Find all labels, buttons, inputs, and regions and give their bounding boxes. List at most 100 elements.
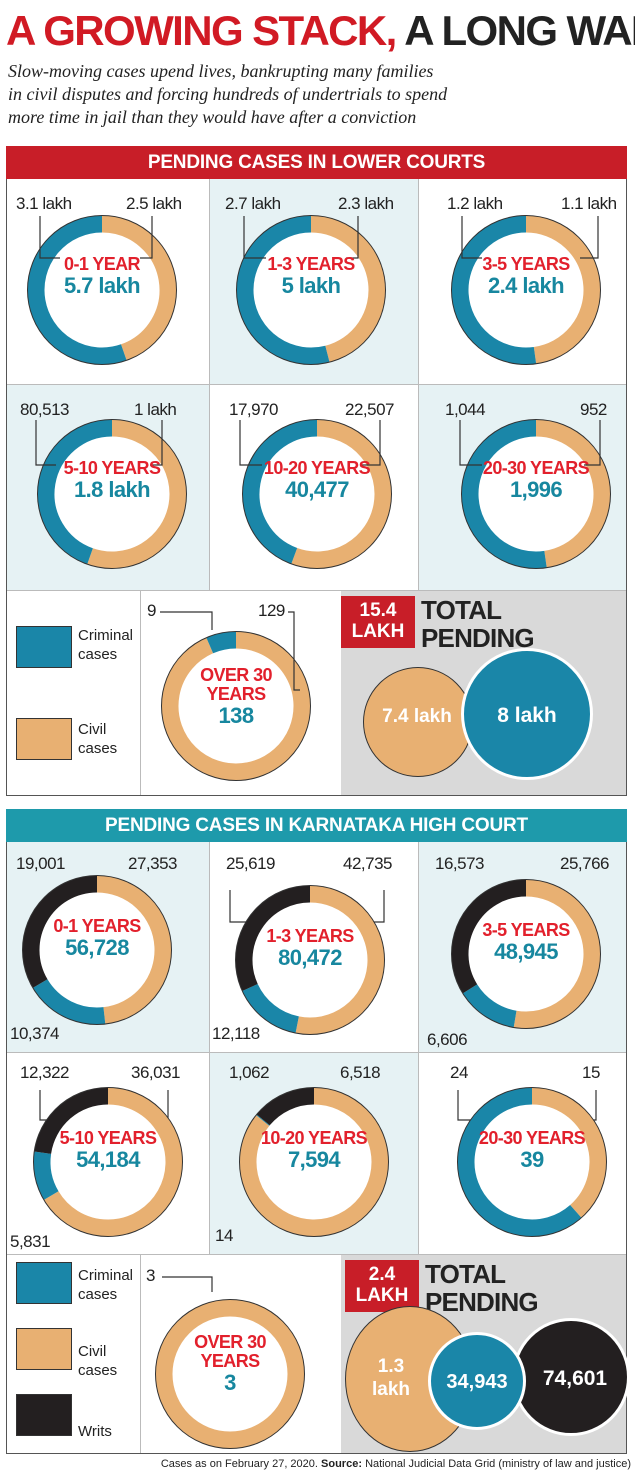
civil-value: 36,031 bbox=[131, 1063, 181, 1082]
donut-background bbox=[242, 419, 392, 569]
donut-lower-20-30 bbox=[461, 419, 611, 569]
donut-background bbox=[451, 215, 601, 365]
total-title: TOTAL PENDING bbox=[421, 595, 535, 653]
donut-outline bbox=[37, 419, 187, 569]
donut-outline bbox=[22, 875, 172, 1025]
donut-outline bbox=[27, 215, 177, 365]
civil-value: 15 bbox=[582, 1063, 600, 1082]
headline-part1: A GROWING STACK, bbox=[6, 7, 397, 54]
period-label: 10-20 YEARS bbox=[263, 458, 371, 478]
criminal-segment bbox=[462, 984, 517, 1028]
total-value: 7,594 bbox=[287, 1147, 341, 1172]
criminal-bubble-label: 34,943 bbox=[446, 1371, 508, 1393]
writs-segment bbox=[256, 1087, 315, 1126]
criminal-value: 1.2 lakh bbox=[447, 194, 503, 213]
writs-value: 12,322 bbox=[20, 1063, 70, 1082]
total-value: 54,184 bbox=[76, 1147, 140, 1172]
civil-value: 2.3 lakh bbox=[338, 194, 394, 213]
total-value: 1,996 bbox=[509, 477, 563, 502]
civil-value: 952 bbox=[580, 400, 607, 419]
donut-background bbox=[235, 885, 385, 1035]
period-label: 1-3 YEARS bbox=[267, 254, 355, 274]
period-label: 5-10 YEARS bbox=[63, 458, 161, 478]
subtitle-line: more time in jail than they would have a… bbox=[8, 107, 417, 127]
grid-line bbox=[140, 590, 141, 795]
period-label: 1-3 YEARS bbox=[266, 926, 354, 946]
donut-center-label: 20-30 YEARS 1,996 bbox=[476, 459, 596, 502]
criminal-value: 24 bbox=[450, 1063, 468, 1082]
civil-segment bbox=[43, 1087, 183, 1237]
donut-background bbox=[155, 1299, 305, 1449]
donut-background bbox=[239, 1087, 389, 1237]
legend-criminal-label: Criminal cases bbox=[78, 627, 134, 663]
legend-writs-swatch bbox=[16, 1394, 72, 1436]
donut-outline bbox=[461, 419, 611, 569]
subtitle-line: in civil disputes and forcing hundreds o… bbox=[8, 84, 448, 104]
donut-center-label: 0-1 YEAR 5.7 lakh bbox=[42, 255, 162, 298]
writs-value: 19,001 bbox=[16, 854, 66, 873]
civil-bubble bbox=[345, 1306, 475, 1452]
grid-line bbox=[209, 842, 210, 1254]
lower-courts-bar: PENDING CASES IN LOWER COURTS bbox=[6, 146, 627, 179]
criminal-value: 1,044 bbox=[445, 400, 486, 419]
donut-background bbox=[33, 1087, 183, 1237]
grid-line bbox=[7, 384, 626, 385]
civil-value: 1.1 lakh bbox=[561, 194, 617, 213]
legend-criminal-label: Criminal cases bbox=[78, 1267, 134, 1303]
grid-line bbox=[140, 1254, 141, 1453]
total-badge: 2.4 LAKH bbox=[345, 1260, 419, 1312]
criminal-value: 80,513 bbox=[20, 400, 70, 419]
criminal-segment bbox=[236, 215, 330, 365]
writs-bubble bbox=[512, 1318, 630, 1436]
donut-background bbox=[22, 875, 172, 1025]
period-label: 20-30 YEARS bbox=[478, 1128, 586, 1148]
donut-center-label: 5-10 YEARS 54,184 bbox=[48, 1129, 168, 1172]
criminal-value: 2.7 lakh bbox=[225, 194, 281, 213]
subtitle: Slow-moving cases upend lives, bankrupti… bbox=[8, 60, 608, 129]
total-value: 48,945 bbox=[494, 939, 558, 964]
grid-line bbox=[7, 590, 626, 591]
donut-center-label: 10-20 YEARS 40,477 bbox=[257, 459, 377, 502]
civil-segment bbox=[535, 419, 611, 568]
donut-lower-10-20 bbox=[242, 419, 392, 569]
total-value: 1.8 lakh bbox=[74, 477, 151, 502]
period-label: 5-10 YEARS bbox=[59, 1128, 157, 1148]
writs-value: 1,062 bbox=[229, 1063, 270, 1082]
civil-segment bbox=[101, 215, 177, 361]
writs-value: 25,619 bbox=[226, 854, 276, 873]
headline-part2: A LONG WAIT bbox=[404, 7, 635, 54]
writs-segment bbox=[34, 1087, 109, 1155]
donut-high-5-10 bbox=[33, 1087, 183, 1237]
period-label: 0-1 YEARS bbox=[53, 916, 141, 936]
criminal-segment bbox=[242, 419, 318, 564]
donut-high-3-5 bbox=[451, 879, 601, 1029]
total-value: 5 lakh bbox=[281, 273, 341, 298]
donut-center-label: 3-5 YEARS 48,945 bbox=[466, 921, 586, 964]
total-title: TOTAL PENDING bbox=[425, 1259, 539, 1317]
criminal-value: 9 bbox=[147, 601, 156, 620]
total-value: 80,472 bbox=[278, 945, 342, 970]
donut-high-10-20 bbox=[239, 1087, 389, 1237]
civil-segment bbox=[155, 1299, 305, 1449]
criminal-segment bbox=[37, 419, 113, 565]
criminal-value: 17,970 bbox=[229, 400, 279, 419]
total-badge: 15.4 LAKH bbox=[341, 596, 415, 648]
civil-value: 129 bbox=[258, 601, 285, 620]
civil-segment bbox=[96, 875, 172, 1025]
legend-writs-label: Writs bbox=[78, 1423, 112, 1440]
criminal-segment bbox=[457, 1087, 582, 1237]
criminal-value: 12,118 bbox=[212, 1024, 260, 1043]
civil-value: 3 bbox=[146, 1266, 155, 1285]
period-label: 0-1 YEAR bbox=[64, 254, 141, 274]
subtitle-line: Slow-moving cases upend lives, bankrupti… bbox=[8, 61, 434, 81]
writs-bubble-label: 74,601 bbox=[542, 1367, 608, 1390]
donut-center-label: 10-20 YEARS 7,594 bbox=[254, 1129, 374, 1172]
writs-segment bbox=[451, 879, 527, 994]
legend-civil-label: Civil cases bbox=[78, 721, 118, 757]
total-value: 40,477 bbox=[285, 477, 349, 502]
donut-background bbox=[457, 1087, 607, 1237]
legend-criminal-swatch bbox=[16, 1262, 72, 1304]
donut-high-1-3 bbox=[235, 885, 385, 1035]
civil-segment bbox=[513, 879, 601, 1029]
donut-outline bbox=[239, 1087, 389, 1237]
